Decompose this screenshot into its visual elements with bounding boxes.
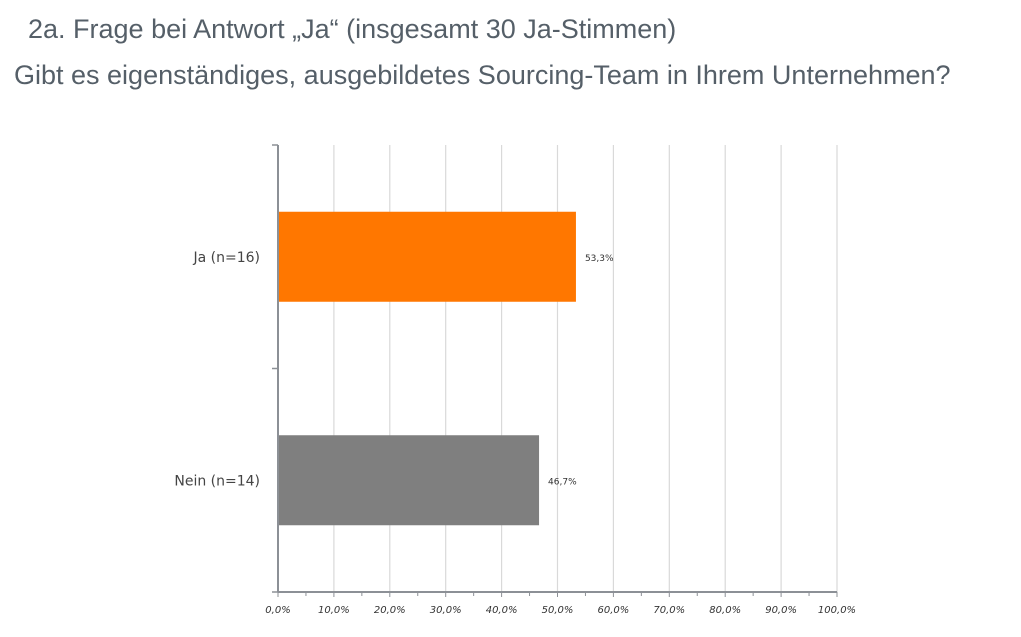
x-tick-label: 30,0% (430, 605, 462, 616)
bar-ja (279, 211, 576, 302)
category-label: Nein (n=14) (174, 473, 260, 489)
x-tick-label: 60,0% (598, 605, 630, 616)
data-label: 53,3% (585, 254, 614, 264)
x-tick-label: 70,0% (653, 605, 685, 616)
x-tick-label: 20,0% (374, 605, 406, 616)
data-label: 46,7% (548, 477, 577, 487)
x-tick-label: 10,0% (318, 605, 350, 616)
x-tick-label: 40,0% (486, 605, 518, 616)
x-tick-label: 100,0% (818, 605, 856, 616)
title-question-number: 2a. Frage bei Antwort „Ja“ (insgesamt 30… (28, 14, 677, 44)
bar-nein (279, 435, 540, 526)
category-label: Ja (n=16) (193, 250, 261, 266)
x-tick-label: 50,0% (542, 605, 574, 616)
title-question: Gibt es eigenständiges, ausgebildetes So… (14, 60, 951, 90)
x-tick-label: 0,0% (265, 605, 290, 616)
x-tick-label: 90,0% (765, 605, 797, 616)
x-tick-label: 80,0% (709, 605, 741, 616)
